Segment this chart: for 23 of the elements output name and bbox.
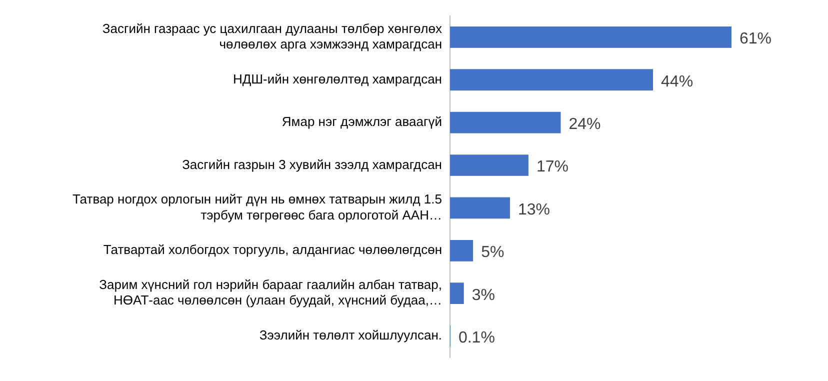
data-label: 0.1% bbox=[458, 329, 495, 346]
data-label: 3% bbox=[472, 286, 495, 304]
data-label: 13% bbox=[518, 201, 550, 218]
bar bbox=[450, 197, 510, 219]
y-tick-label: Ямар нэг дэмжлэг аваагүй bbox=[282, 114, 442, 130]
data-label: 44% bbox=[661, 73, 694, 90]
bar bbox=[450, 26, 732, 48]
y-tick-label: Зарим хүнсний гол нэрийн барааг гаалийн албан татвар, НӨАТ-аас чөлөөлсөн (улаан буудай, хүнсний будаа,… bbox=[99, 277, 442, 308]
bar bbox=[450, 112, 561, 134]
bar bbox=[450, 282, 464, 304]
data-label: 61% bbox=[739, 30, 772, 48]
bar bbox=[450, 69, 654, 91]
y-tick-label: Татвартай холбогдох торгууль, алдангиас чөлөөлөгдсөн bbox=[103, 242, 442, 258]
y-tick-label: Засгийн газраас ус цахилгаан дулааны төлбөр хөнгөлөх чөлөөлөх арга хэмжээнд хамрагдсан bbox=[102, 20, 442, 52]
data-label: 17% bbox=[536, 158, 568, 176]
y-tick-label: Засгийн газрын 3 хувийн зээлд хамрагдсан bbox=[182, 156, 442, 172]
data-label: 24% bbox=[568, 116, 601, 133]
y-tick-label: Татвар ногдох орлогын нийт дүн нь өмнөх татварын жилд 1.5 тэрбум төгрөгөөс бага орлоготой ААН… bbox=[72, 192, 442, 222]
bar bbox=[450, 240, 474, 262]
y-tick-label: НДШ-ийн хөнгөлөлтөд хамрагдсан bbox=[232, 71, 442, 86]
bar bbox=[450, 154, 528, 176]
data-label: 5% bbox=[481, 244, 504, 262]
y-tick-label: Зээлийн төлөлт хойшлуулсан. bbox=[259, 328, 442, 343]
